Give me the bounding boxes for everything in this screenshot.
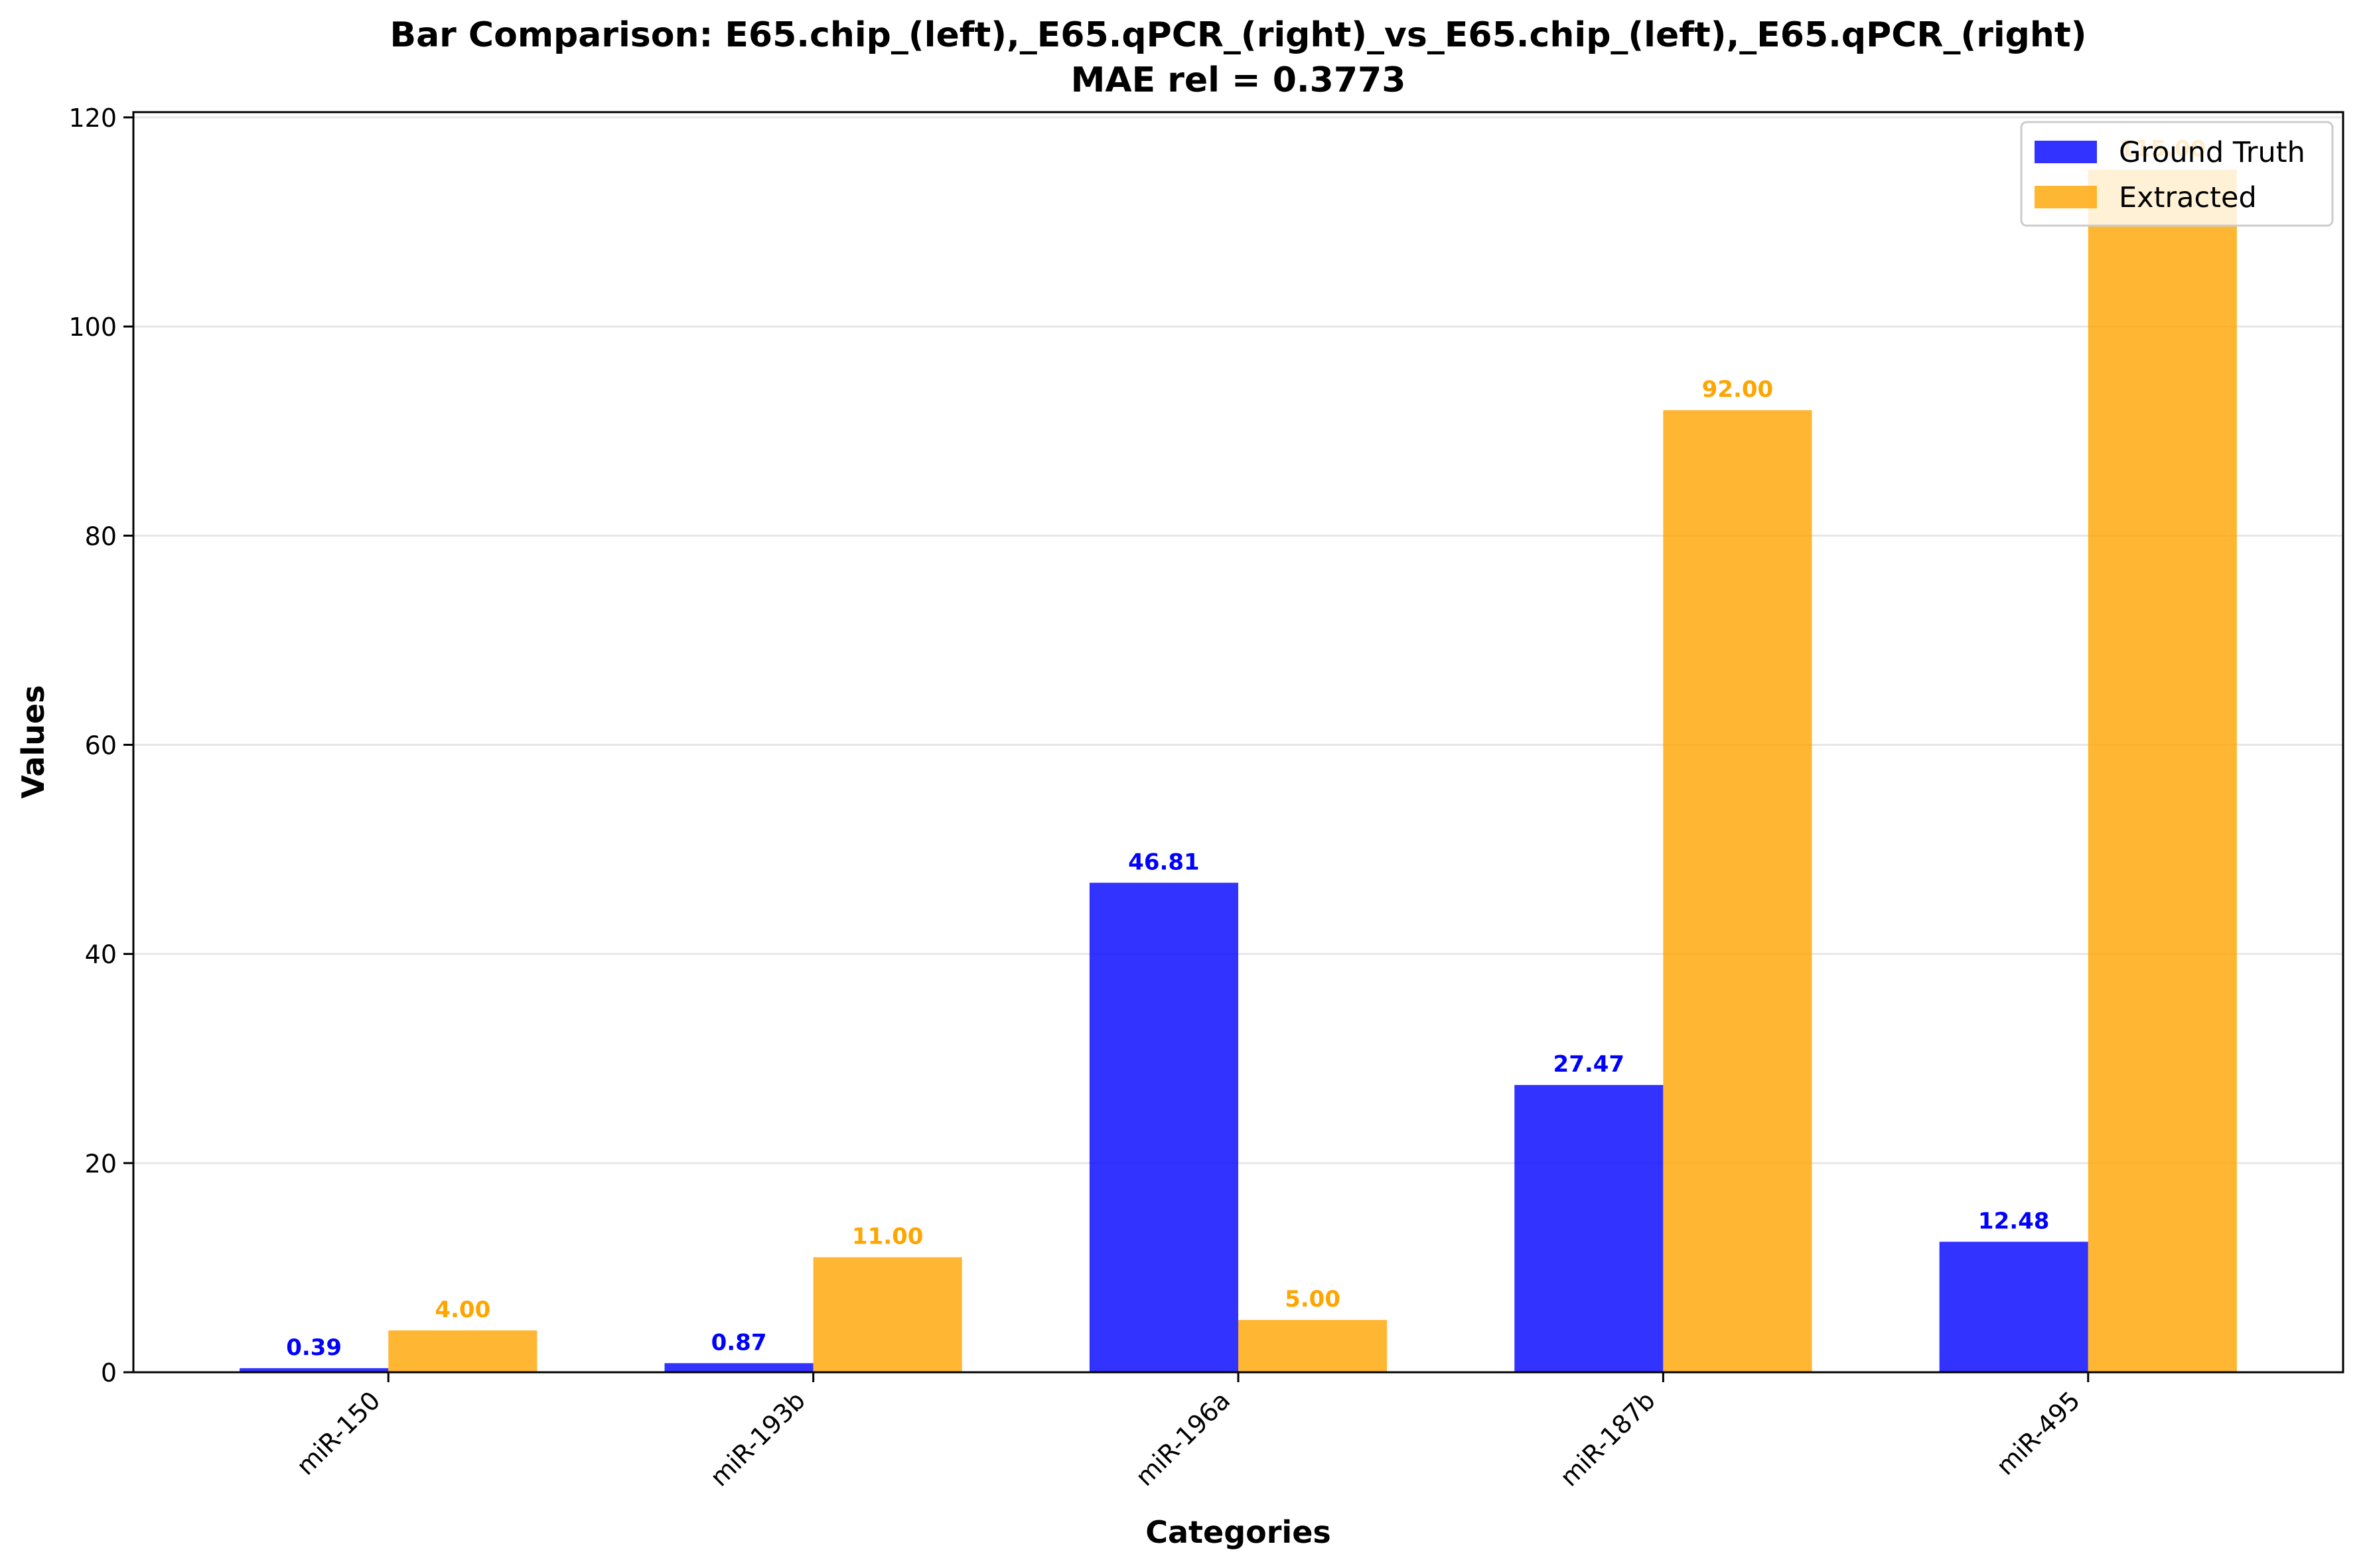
bar xyxy=(388,1330,538,1372)
y-tick-label: 100 xyxy=(68,313,117,342)
data-label: 5.00 xyxy=(1285,1286,1340,1313)
chart-title: Bar Comparison: E65.chip_(left),_E65.qPC… xyxy=(390,15,2086,55)
bar xyxy=(1089,883,1238,1372)
bar xyxy=(2088,169,2237,1372)
legend-box xyxy=(2020,121,2334,227)
bar xyxy=(1663,410,1812,1372)
x-tick-label: miR-196a xyxy=(1130,1386,1236,1492)
data-labels: 0.39 4.00 0.87 11.00 46.81 5.00 27.47 92.00 12.4… xyxy=(286,136,2206,1361)
bar xyxy=(664,1363,814,1372)
y-axis: 0 20 40 60 80 100 120 xyxy=(68,104,133,1388)
y-axis-label: Values xyxy=(15,685,51,798)
data-label: 4.00 xyxy=(435,1297,490,1323)
legend-label-extracted: Extracted xyxy=(2119,181,2257,214)
legend: Ground Truth Extracted xyxy=(2020,121,2334,227)
bar xyxy=(1238,1320,1388,1372)
bar xyxy=(1939,1242,2088,1372)
y-tick-label: 40 xyxy=(85,940,117,969)
x-tick-label: miR-187b xyxy=(1554,1386,1660,1492)
x-axis-label: Categories xyxy=(1145,1514,1331,1550)
x-tick-label: miR-150 xyxy=(291,1386,386,1480)
data-label: 0.87 xyxy=(711,1329,767,1356)
x-axis: miR-150 miR-193b miR-196a miR-187b miR-495 xyxy=(291,1372,2090,1492)
y-tick-label: 120 xyxy=(68,104,117,133)
bars xyxy=(240,169,2237,1372)
data-label: 0.39 xyxy=(286,1334,342,1361)
data-label: 12.48 xyxy=(1978,1208,2050,1234)
legend-swatch-ground-truth xyxy=(2035,141,2097,163)
data-label: 11.00 xyxy=(852,1224,924,1250)
data-label: 27.47 xyxy=(1553,1051,1625,1078)
legend-swatch-extracted xyxy=(2035,186,2097,208)
bar xyxy=(240,1368,389,1372)
y-tick-label: 20 xyxy=(85,1149,117,1178)
y-tick-label: 60 xyxy=(85,731,117,760)
x-tick-label: miR-495 xyxy=(1991,1386,2086,1480)
bar xyxy=(813,1257,962,1372)
chart-subtitle: MAE rel = 0.3773 xyxy=(1071,60,1406,100)
data-label: 92.00 xyxy=(1702,376,1774,403)
x-tick-label: miR-193b xyxy=(705,1386,811,1492)
gridlines xyxy=(133,116,2343,1165)
data-label: 46.81 xyxy=(1128,849,1200,875)
y-tick-label: 80 xyxy=(85,522,117,551)
bar xyxy=(1514,1085,1664,1372)
legend-label-ground-truth: Ground Truth xyxy=(2119,136,2305,169)
y-tick-label: 0 xyxy=(101,1358,117,1388)
